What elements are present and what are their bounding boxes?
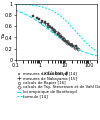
Legend: mesures de Boothroyd [14], mesures de Nakayama [15], calculs de Rapier [16], cal: mesures de Boothroyd [14], mesures de Na… — [17, 72, 100, 98]
Y-axis label: $\beta$: $\beta$ — [0, 32, 6, 41]
X-axis label: x $U_0$ tan $\phi$: x $U_0$ tan $\phi$ — [43, 69, 70, 78]
